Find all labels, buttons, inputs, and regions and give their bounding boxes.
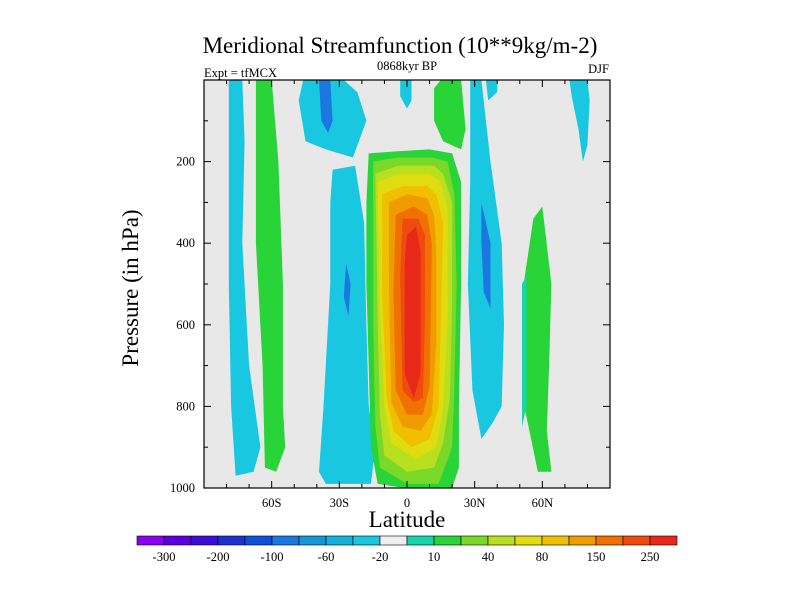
y-axis-ticks: 200 400 600 800 1000 bbox=[170, 120, 610, 495]
colorbar-label: -200 bbox=[207, 550, 230, 564]
colorbar-box bbox=[163, 535, 192, 546]
colorbar-box bbox=[190, 535, 219, 546]
contour-hadley-cell-300 bbox=[404, 226, 421, 399]
y-tick-label: 1000 bbox=[170, 481, 195, 495]
contour-sh-subtropical-core bbox=[343, 263, 351, 317]
colorbar-box bbox=[136, 535, 165, 546]
colorbar-box bbox=[649, 535, 678, 546]
colorbar-label: 250 bbox=[641, 550, 660, 564]
contour-sh-ferrel-cell bbox=[255, 80, 286, 472]
colorbar-box bbox=[433, 535, 462, 546]
contour-nh-midlatitude-edge bbox=[522, 275, 527, 427]
x-axis-ticks: 60S 30S 0 30N 60N bbox=[226, 80, 588, 510]
contour-nh-midlatitude-cell bbox=[524, 206, 552, 472]
y-tick-label: 400 bbox=[176, 236, 195, 250]
contour-sh-subtropical-cell bbox=[319, 165, 376, 484]
colorbar-label: -20 bbox=[372, 550, 389, 564]
y-axis-label: Pressure (in hPa) bbox=[118, 209, 143, 366]
chart-title: Meridional Streamfunction (10**9kg/m-2) bbox=[203, 33, 598, 58]
colorbar-label: 150 bbox=[587, 550, 606, 564]
colorbar-label: 80 bbox=[536, 550, 549, 564]
time-label: 0868kyr BP bbox=[377, 59, 437, 73]
season-label: DJF bbox=[588, 62, 609, 76]
y-tick-label: 200 bbox=[176, 155, 195, 169]
y-tick-label: 600 bbox=[176, 318, 195, 332]
contour-nh-tropical-core bbox=[481, 202, 491, 309]
colorbar bbox=[136, 535, 678, 546]
x-tick-label: 60N bbox=[532, 496, 554, 510]
colorbar-labels: -300 -200 -100 -60 -20 10 40 80 150 250 bbox=[153, 550, 660, 564]
contour-sh-polar-cell bbox=[228, 80, 261, 476]
colorbar-label: -300 bbox=[153, 550, 176, 564]
colorbar-box bbox=[595, 535, 624, 546]
contour-sh-stratosphere-core bbox=[319, 80, 333, 133]
contour-nh-upper-cell bbox=[434, 80, 466, 150]
colorbar-box bbox=[541, 535, 570, 546]
x-tick-label: 60S bbox=[262, 496, 282, 510]
colorbar-label: 10 bbox=[428, 550, 441, 564]
colorbar-box bbox=[487, 535, 516, 546]
colorbar-box bbox=[352, 535, 381, 546]
experiment-label: Expt = tfMCX bbox=[204, 66, 277, 80]
colorbar-box bbox=[325, 535, 354, 546]
x-tick-label: 30S bbox=[330, 496, 350, 510]
colorbar-label: -100 bbox=[261, 550, 284, 564]
colorbar-label: -60 bbox=[318, 550, 335, 564]
contour-nh-polar-cell bbox=[569, 80, 590, 162]
colorbar-box bbox=[514, 535, 543, 546]
contour-nh-upper-cell-2 bbox=[485, 80, 498, 101]
contour-sh-stratosphere-cell bbox=[298, 80, 367, 158]
colorbar-box bbox=[217, 535, 246, 546]
colorbar-box bbox=[460, 535, 489, 546]
colorbar-box bbox=[406, 535, 435, 546]
colorbar-label: 40 bbox=[482, 550, 495, 564]
colorbar-box bbox=[568, 535, 597, 546]
colorbar-box bbox=[379, 535, 408, 546]
x-tick-label: 0 bbox=[404, 496, 410, 510]
colorbar-box bbox=[244, 535, 273, 546]
y-tick-label: 800 bbox=[176, 399, 195, 413]
colorbar-box bbox=[622, 535, 651, 546]
contour-equatorial-upper-cell bbox=[400, 80, 412, 109]
x-axis-label: Latitude bbox=[369, 507, 446, 532]
colorbar-box bbox=[271, 535, 300, 546]
contour-regions bbox=[228, 80, 590, 488]
x-tick-label: 30N bbox=[464, 496, 486, 510]
colorbar-box bbox=[298, 535, 327, 546]
